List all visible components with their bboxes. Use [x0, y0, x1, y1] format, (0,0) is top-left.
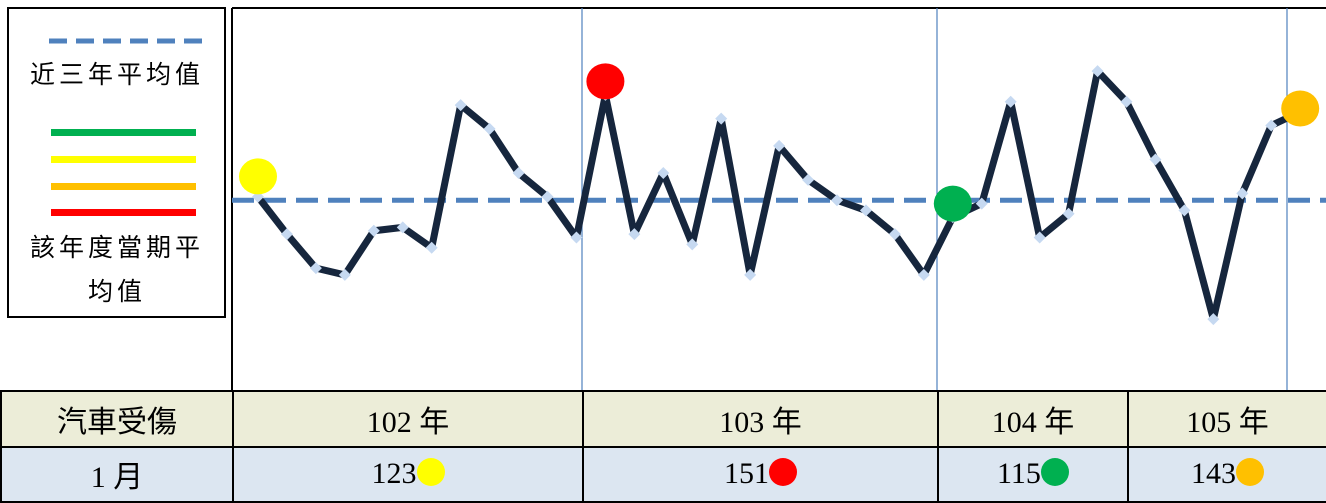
data-marker: [1004, 95, 1017, 108]
legend-label: 該年度當期平均值: [29, 235, 204, 306]
data-marker: [975, 197, 988, 210]
data-marker: [1120, 95, 1133, 108]
data-marker: [657, 167, 670, 180]
value-cell: 143: [1127, 445, 1326, 503]
value-cell: 123: [232, 445, 584, 503]
data-marker: [715, 112, 728, 125]
chart: [231, 7, 1326, 390]
data-marker: [1207, 313, 1220, 326]
data-marker: [1033, 231, 1046, 244]
legend-swatch: [51, 209, 196, 216]
header-cell: 105 年: [1127, 390, 1326, 448]
period-average-dot: [586, 63, 625, 100]
data-marker: [1149, 153, 1162, 166]
status-dot: [416, 458, 445, 487]
data-row: 1 月 123 151 115 143: [0, 445, 1326, 503]
data-marker: [280, 228, 293, 241]
header-cell: 104 年: [937, 390, 1129, 448]
data-marker: [338, 268, 351, 281]
legend-swatch: [51, 183, 196, 190]
data-marker: [367, 224, 380, 237]
data-marker: [309, 262, 322, 275]
data-marker: [1091, 65, 1104, 78]
data-marker: [802, 173, 815, 186]
legend-swatch: [51, 129, 196, 136]
data-marker: [454, 99, 467, 112]
status-dot: [769, 458, 797, 487]
legend-dash: [49, 38, 209, 44]
value: 143: [1191, 457, 1236, 491]
data-marker: [1178, 204, 1191, 217]
header-row: 汽車受傷 102 年 103 年 104 年 105 年: [0, 390, 1326, 448]
legend-label: 近三年平均值: [29, 62, 204, 89]
data-marker: [541, 190, 554, 203]
status-dot: [1040, 458, 1069, 487]
value: 115: [997, 457, 1041, 491]
value-cell: 151: [582, 445, 939, 503]
header-cell: 汽車受傷: [0, 390, 234, 448]
data-marker: [570, 231, 583, 244]
legend: 近三年平均值 該年度當期平均值: [7, 7, 226, 318]
value-cell: 115: [937, 445, 1129, 503]
data-marker: [744, 268, 757, 281]
data-marker: [628, 228, 641, 241]
data-marker: [396, 221, 409, 234]
data-marker: [888, 228, 901, 241]
period-average-dot: [1281, 90, 1320, 127]
data-marker: [483, 122, 496, 135]
data-marker: [1236, 187, 1249, 200]
period-average-dot: [933, 185, 972, 222]
table: 汽車受傷 102 年 103 年 104 年 105 年 1 月 123 151…: [0, 390, 1326, 503]
period-average-dot: [239, 158, 277, 195]
header-cell: 102 年: [232, 390, 584, 448]
header-cell: 103 年: [582, 390, 939, 448]
data-marker: [831, 194, 843, 207]
data-marker: [512, 167, 525, 180]
data-marker: [686, 238, 699, 251]
value: 123: [371, 457, 417, 491]
legend-swatch: [51, 156, 196, 163]
data-marker: [425, 241, 438, 254]
value: 151: [724, 457, 769, 491]
data-marker: [773, 139, 786, 152]
status-dot: [1236, 458, 1264, 487]
data-marker: [859, 204, 872, 217]
data-marker: [1062, 207, 1075, 220]
data-marker: [917, 268, 930, 281]
data-marker: [1265, 119, 1278, 132]
row-label: 1 月: [0, 445, 234, 503]
